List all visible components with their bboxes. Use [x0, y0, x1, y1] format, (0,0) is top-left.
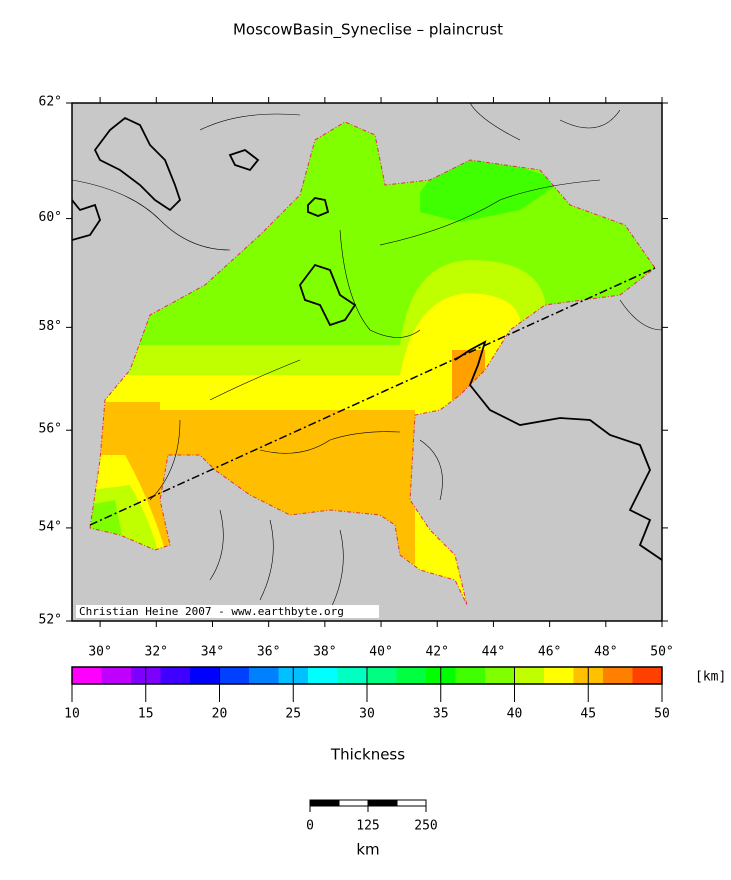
colorbar-swatch: [160, 667, 191, 684]
lat-tick-label: 60°: [39, 210, 62, 225]
colorbar-swatch: [396, 667, 427, 684]
lon-tick-label: 50°: [650, 645, 673, 660]
colorbar-tick-label: 40: [507, 707, 523, 722]
lon-tick-label: 30°: [88, 645, 111, 660]
lon-tick-label: 42°: [425, 645, 448, 660]
lon-tick-label: 44°: [482, 645, 505, 660]
scalebar-segment: [396, 799, 427, 807]
colorbar-swatch: [190, 667, 220, 684]
colorbar-swatch: [485, 667, 515, 684]
colorbar-tick-label: 30: [359, 707, 375, 722]
colorbar-tick-label: 15: [138, 707, 154, 722]
lat-tick-label: 54°: [39, 519, 62, 534]
lon-tick-label: 40°: [369, 645, 392, 660]
colorbar-tick-label: 45: [580, 707, 596, 722]
scalebar-tick-label: 125: [356, 819, 379, 834]
lon-tick-label: 38°: [313, 645, 336, 660]
scalebar-tick-label: 0: [306, 819, 314, 834]
lon-tick-label: 36°: [257, 645, 280, 660]
lon-tick-label: 32°: [145, 645, 168, 660]
colorbar-swatch: [72, 667, 102, 684]
credit: Christian Heine 2007 - www.earthbyte.org: [79, 605, 344, 618]
colorbar-swatch: [544, 667, 574, 684]
colorbar-swatch: [514, 667, 545, 684]
lat-tick-label: 62°: [39, 95, 62, 110]
colorbar-tick-label: 25: [285, 707, 301, 722]
colorbar-unit: [km]: [695, 670, 726, 685]
lon-tick-label: 34°: [201, 645, 224, 660]
scalebar-segment: [309, 799, 340, 807]
lon-tick-label: 48°: [594, 645, 617, 660]
colorbar-tick-label: 10: [64, 707, 80, 722]
colorbar-swatch: [101, 667, 132, 684]
colorbar-label: Thickness: [330, 746, 405, 764]
lon-tick-label: 46°: [538, 645, 561, 660]
profile-line: [89, 267, 656, 526]
coastlines: [72, 103, 662, 611]
lat-tick-label: 52°: [39, 613, 62, 628]
colorbar-tick-label: 20: [212, 707, 228, 722]
colorbar-swatch: [308, 667, 338, 684]
credit-box: [76, 605, 379, 618]
scalebar-segment: [338, 799, 369, 807]
lat-tick-label: 58°: [39, 319, 62, 334]
map-title: MoscowBasin_Syneclise – plaincrust: [233, 21, 503, 40]
colorbar-swatch: [603, 667, 633, 684]
basin-outline: [89, 121, 656, 606]
scalebar-unit: km: [356, 841, 379, 859]
colorbar-tick-label: 50: [654, 707, 670, 722]
map-frame: [71, 102, 663, 622]
scalebar-segment: [367, 799, 398, 807]
lat-tick-label: 56°: [39, 422, 62, 437]
colorbar-tick-label: 35: [433, 707, 449, 722]
colorbar-swatch: [455, 667, 486, 684]
colorbar-swatch: [249, 667, 279, 684]
scalebar-tick-label: 250: [414, 819, 437, 834]
colorbar-swatch: [337, 667, 368, 684]
colorbar-swatch: [367, 667, 397, 684]
colorbar-swatch: [219, 667, 250, 684]
colorbar-swatch: [632, 667, 663, 684]
